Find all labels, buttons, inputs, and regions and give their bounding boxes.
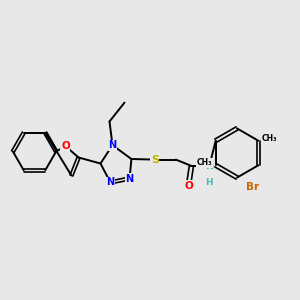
Text: N: N <box>125 173 134 184</box>
Text: S: S <box>151 154 159 165</box>
Text: N: N <box>108 140 117 150</box>
Text: O: O <box>61 141 70 151</box>
Text: N: N <box>205 161 214 171</box>
Text: N: N <box>106 177 115 188</box>
Text: H: H <box>206 178 213 187</box>
Text: CH₃: CH₃ <box>262 134 278 143</box>
Text: Br: Br <box>246 182 259 192</box>
Text: CH₃: CH₃ <box>196 158 212 167</box>
Text: O: O <box>184 181 193 191</box>
